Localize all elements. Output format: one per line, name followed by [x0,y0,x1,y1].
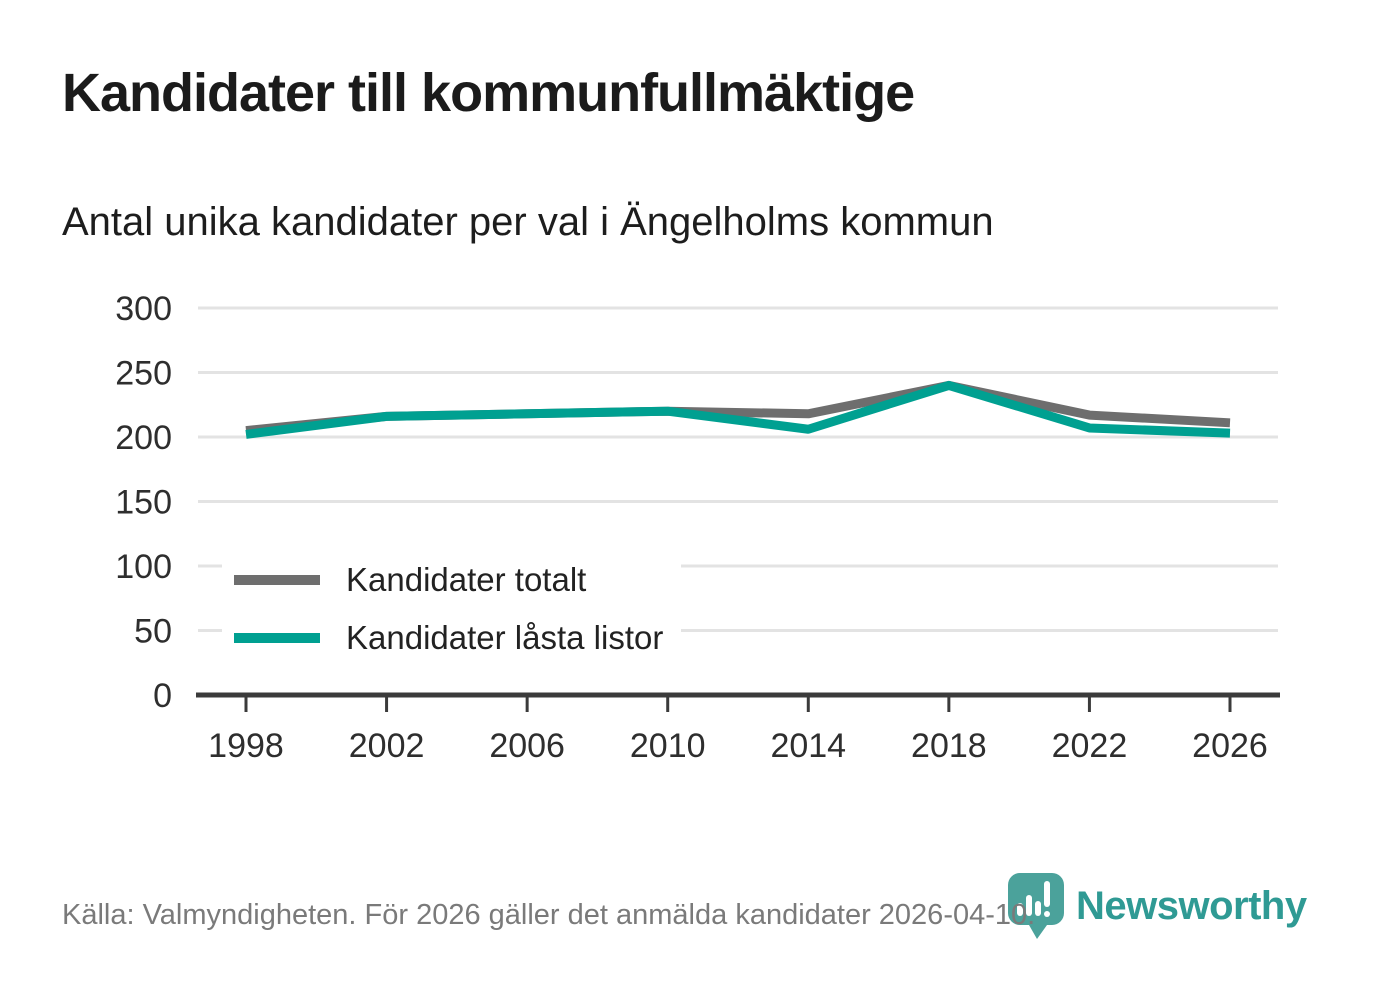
y-axis-label-200: 200 [115,419,172,457]
x-axis-label-2010: 2010 [630,727,706,765]
legend-item-total: Kandidater totalt [234,559,663,601]
series-line-locked [245,380,1231,439]
legend-swatch-total [234,575,320,585]
chart-subtitle: Antal unika kandidater per val i Ängelho… [62,200,994,244]
x-axis-label-2018: 2018 [911,727,987,765]
y-axis-label-50: 50 [134,613,172,651]
legend-swatch-locked [234,633,320,643]
source-note: Källa: Valmyndigheten. För 2026 gäller d… [62,899,1036,931]
x-axis-label-2014: 2014 [770,727,846,765]
y-axis-label-250: 250 [115,355,172,393]
x-axis-label-2026: 2026 [1192,727,1268,765]
brand-name: Newsworthy [1076,883,1307,928]
y-axis-label-0: 0 [153,677,172,715]
legend-item-locked: Kandidater låsta listor [234,617,663,659]
newsworthy-pin-bar-chart-icon [1008,873,1064,939]
newsworthy-logo: Newsworthy [1006,871,1307,941]
chart-legend: Kandidater totalt Kandidater låsta listo… [222,551,682,669]
legend-label-locked: Kandidater låsta listor [346,619,664,656]
legend-label-total: Kandidater totalt [346,561,587,598]
y-axis-label-150: 150 [115,484,172,522]
x-axis-label-2006: 2006 [489,727,565,765]
x-axis-label-2002: 2002 [349,727,425,765]
page-title: Kandidater till kommunfullmäktige [62,63,915,123]
x-axis-label-2022: 2022 [1052,727,1128,765]
y-axis-label-100: 100 [115,548,172,586]
x-axis-label-1998: 1998 [208,727,284,765]
y-axis-label-300: 300 [115,290,172,328]
